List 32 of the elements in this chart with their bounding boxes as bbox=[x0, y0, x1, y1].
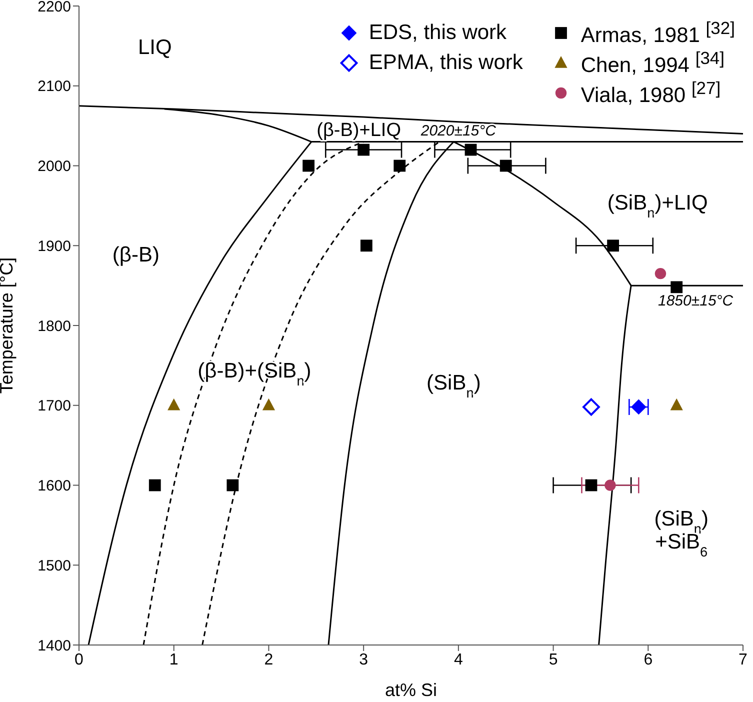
y-tick-label: 1400 bbox=[38, 637, 71, 654]
annotation: (SiB$_{n}$) +SiB$_{6}$ bbox=[654, 508, 708, 560]
x-tick-label: 4 bbox=[454, 651, 463, 668]
annotation: (β-B)+LIQ bbox=[316, 120, 401, 142]
annotation: (β-B)+(SiB$_{n}$) bbox=[198, 359, 312, 388]
legend-label: Armas, 1981 $^{[32]}$ bbox=[580, 18, 735, 48]
y-tick-label: 2000 bbox=[38, 158, 71, 176]
y-tick-label: 2100 bbox=[38, 78, 71, 96]
legend-label: Viala, 1980 $^{[27]}$ bbox=[580, 78, 721, 108]
y-tick-label: 1700 bbox=[38, 398, 71, 415]
x-tick-label: 7 bbox=[738, 651, 748, 668]
legend-label: Chen, 1994 $^{[34]}$ bbox=[580, 48, 725, 78]
annotation: LIQ bbox=[138, 36, 172, 59]
y-tick-label: 2200 bbox=[38, 0, 71, 16]
x-tick-label: 5 bbox=[548, 651, 558, 668]
x-tick-label: 2 bbox=[264, 651, 274, 668]
x-tick-label: 0 bbox=[74, 651, 84, 668]
x-tick-label: 1 bbox=[169, 651, 178, 668]
y-tick-label: 1500 bbox=[38, 557, 71, 574]
annotation: (SiB$_{n}$)+LIQ bbox=[607, 192, 708, 220]
legend-label: EPMA, this work bbox=[368, 51, 523, 75]
y-tick-label: 1800 bbox=[38, 318, 71, 335]
annotation: (β-B) bbox=[112, 244, 160, 267]
x-tick-label: 3 bbox=[359, 651, 368, 668]
y-tick-label: 1600 bbox=[38, 478, 71, 495]
annotation: 1850±15°C bbox=[658, 292, 734, 310]
legend-label: EDS, this work bbox=[368, 21, 507, 45]
annotation: (SiB$_{n}$) bbox=[426, 371, 481, 400]
x-tick-label: 6 bbox=[644, 651, 653, 668]
y-tick-label: 1900 bbox=[38, 238, 71, 255]
annotation: 2020±15°C bbox=[420, 122, 496, 140]
x-axis-title: at% Si bbox=[384, 680, 438, 700]
